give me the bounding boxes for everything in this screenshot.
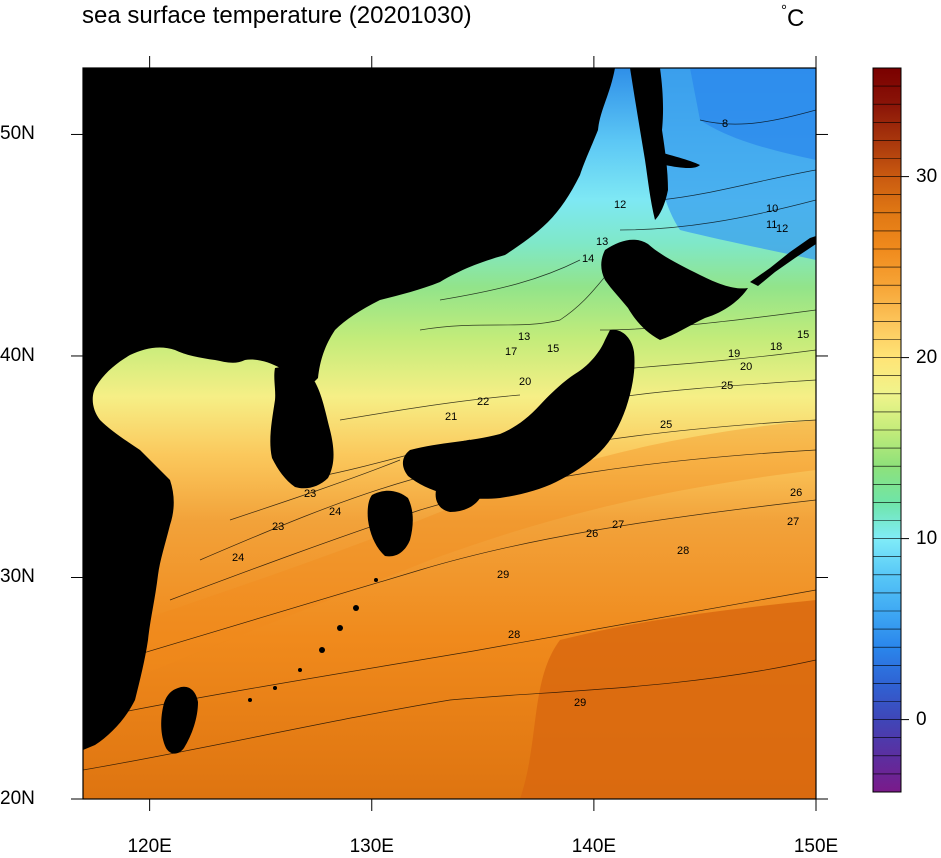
map-title: sea surface temperature (20201030) [82, 2, 472, 29]
map-frame [82, 67, 817, 800]
contour-label: 12 [614, 199, 626, 211]
colorbar-tick-label: 30 [916, 165, 938, 187]
x-tick-label: 120E [127, 836, 172, 857]
contour-label: 29 [574, 697, 586, 709]
contour-label: 12 [776, 223, 788, 235]
y-tick-label: 30N [0, 566, 35, 588]
contour-label: 23 [304, 488, 316, 500]
contour-label: 14 [614, 259, 626, 271]
contour-label: 26 [586, 528, 598, 540]
contour-label: 17 [505, 346, 517, 358]
contour-label: 26 [790, 487, 802, 499]
y-tick-label: 40N [0, 344, 35, 366]
x-tick-label: 150E [793, 836, 839, 857]
contour-label: 23 [272, 521, 284, 533]
contour-label: 15 [547, 343, 559, 355]
contour-label: 22 [477, 396, 489, 408]
contour-label: 13 [596, 236, 608, 248]
contour-label: 19 [728, 348, 740, 360]
contour-label: 24 [329, 506, 341, 518]
contour-label: 25 [660, 419, 672, 431]
colorbar-tick-label: 0 [916, 708, 927, 730]
y-tick-label: 20N [0, 788, 35, 809]
contour-label: 28 [508, 629, 520, 641]
unit-text: C [787, 5, 805, 32]
x-tick-label: 130E [349, 836, 394, 857]
contour-label: 29 [497, 569, 509, 581]
contour-label: 25 [721, 380, 733, 392]
y-tick-label: 50N [0, 123, 35, 145]
contour-label: 18 [770, 341, 782, 353]
contour-label: 27 [612, 519, 624, 531]
contour-label: 13 [518, 331, 530, 343]
degree-symbol: ° [781, 2, 787, 19]
land [83, 68, 816, 754]
unit-label: °C [781, 2, 805, 33]
contour-label: 16 [610, 249, 622, 261]
contour-label: 14 [582, 253, 594, 265]
contour-label: 28 [677, 545, 689, 557]
colorbar-tick-label: 20 [916, 346, 938, 368]
contour-label: 27 [787, 516, 799, 528]
contour-label: 20 [519, 376, 531, 388]
x-tick-label: 140E [571, 836, 617, 857]
contour-label: 11 [766, 219, 777, 231]
contour-label: 8 [722, 118, 728, 130]
colorbar [872, 67, 909, 793]
contour-label: 15 [797, 329, 809, 341]
contour-label: 21 [445, 411, 457, 423]
contour-label: 24 [232, 552, 244, 564]
colorbar-tick-label: 10 [916, 527, 938, 549]
contour-label: 20 [740, 361, 752, 373]
contour-label: 10 [766, 203, 778, 215]
